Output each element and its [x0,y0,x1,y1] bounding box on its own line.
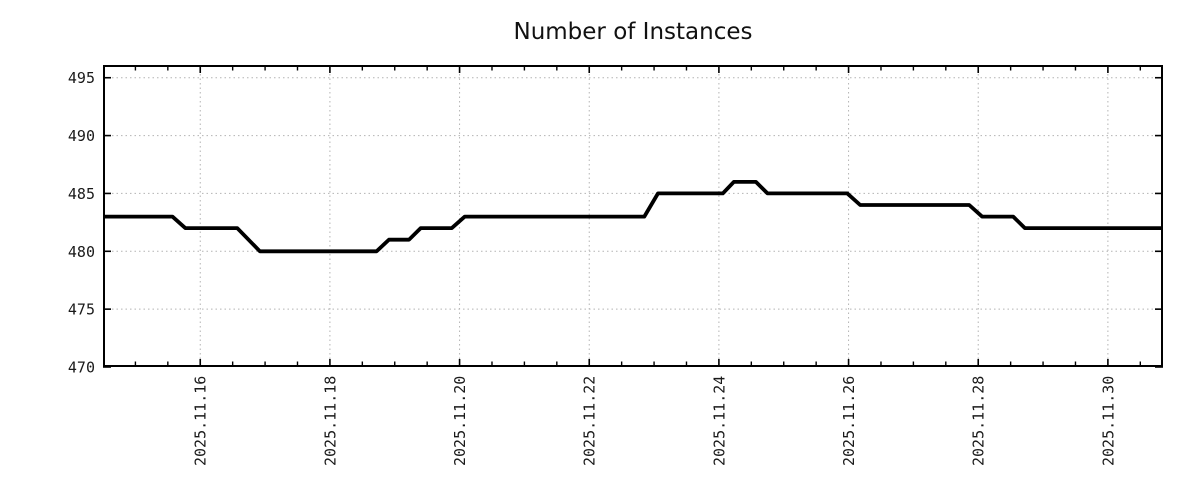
x-tick-label: 2025.11.26 [840,376,858,466]
x-tick-label: 2025.11.24 [710,376,728,466]
y-tick-label: 475 [68,301,95,319]
x-tick-label: 2025.11.18 [321,376,339,466]
y-tick-label: 470 [68,359,95,377]
y-tick-labels: 470 475 480 485 490 495 [68,69,95,376]
series-line [103,180,1163,254]
y-tick-label: 480 [68,243,95,261]
x-tick-label: 2025.11.28 [970,376,988,466]
x-tick-labels: 2025.11.16 2025.11.18 2025.11.20 2025.11.22… [192,376,1118,466]
x-tick-label: 2025.11.20 [451,376,469,466]
y-tick-label: 495 [68,69,95,87]
y-tick-label: 485 [68,185,95,203]
y-tick-label: 490 [68,127,95,145]
x-tick-label: 2025.11.30 [1099,376,1117,466]
x-tick-label: 2025.11.22 [581,376,599,466]
chart-title: Number of Instances [514,19,753,45]
x-tick-label: 2025.11.16 [192,376,210,466]
